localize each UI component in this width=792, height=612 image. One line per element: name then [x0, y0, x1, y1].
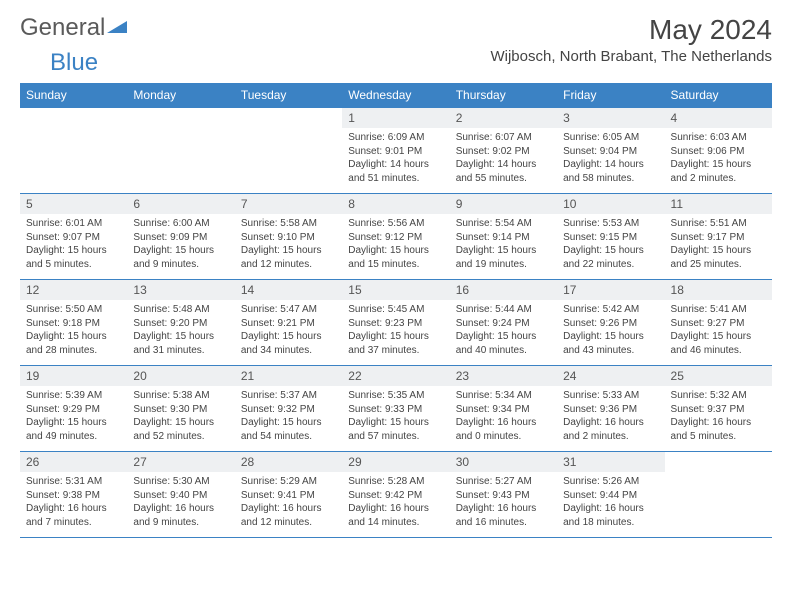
day-17-number: 17 [557, 280, 664, 301]
day-30-number: 30 [450, 452, 557, 473]
week-3-details: Sunrise: 5:39 AMSunset: 9:29 PMDaylight:… [20, 386, 772, 452]
day-6-details: Sunrise: 6:00 AMSunset: 9:09 PMDaylight:… [127, 214, 234, 280]
day-4-details: Sunrise: 6:03 AMSunset: 9:06 PMDaylight:… [665, 128, 772, 194]
day-25-details: Sunrise: 5:32 AMSunset: 9:37 PMDaylight:… [665, 386, 772, 452]
day-14-details: Sunrise: 5:47 AMSunset: 9:21 PMDaylight:… [235, 300, 342, 366]
day-7-number: 7 [235, 194, 342, 215]
empty-cell [127, 128, 234, 194]
empty-cell [665, 452, 772, 473]
day-11-details: Sunrise: 5:51 AMSunset: 9:17 PMDaylight:… [665, 214, 772, 280]
day-17-details: Sunrise: 5:42 AMSunset: 9:26 PMDaylight:… [557, 300, 664, 366]
logo-icon [107, 17, 129, 40]
day-7-details: Sunrise: 5:58 AMSunset: 9:10 PMDaylight:… [235, 214, 342, 280]
day-18-number: 18 [665, 280, 772, 301]
day-6-number: 6 [127, 194, 234, 215]
weekday-saturday: Saturday [665, 83, 772, 108]
day-2-details: Sunrise: 6:07 AMSunset: 9:02 PMDaylight:… [450, 128, 557, 194]
day-2-number: 2 [450, 108, 557, 129]
day-20-number: 20 [127, 366, 234, 387]
day-24-number: 24 [557, 366, 664, 387]
day-21-number: 21 [235, 366, 342, 387]
day-1-details: Sunrise: 6:09 AMSunset: 9:01 PMDaylight:… [342, 128, 449, 194]
weekday-wednesday: Wednesday [342, 83, 449, 108]
day-16-number: 16 [450, 280, 557, 301]
empty-cell [235, 108, 342, 129]
day-24-details: Sunrise: 5:33 AMSunset: 9:36 PMDaylight:… [557, 386, 664, 452]
day-23-details: Sunrise: 5:34 AMSunset: 9:34 PMDaylight:… [450, 386, 557, 452]
day-9-number: 9 [450, 194, 557, 215]
weekday-friday: Friday [557, 83, 664, 108]
calendar-table: SundayMondayTuesdayWednesdayThursdayFrid… [20, 83, 772, 538]
week-0-numbers: 1234 [20, 108, 772, 129]
day-13-details: Sunrise: 5:48 AMSunset: 9:20 PMDaylight:… [127, 300, 234, 366]
empty-cell [127, 108, 234, 129]
day-13-number: 13 [127, 280, 234, 301]
empty-cell [235, 128, 342, 194]
logo-text-general: General [20, 14, 105, 42]
empty-cell [665, 472, 772, 538]
empty-cell [20, 108, 127, 129]
day-11-number: 11 [665, 194, 772, 215]
day-26-number: 26 [20, 452, 127, 473]
day-21-details: Sunrise: 5:37 AMSunset: 9:32 PMDaylight:… [235, 386, 342, 452]
day-14-number: 14 [235, 280, 342, 301]
day-16-details: Sunrise: 5:44 AMSunset: 9:24 PMDaylight:… [450, 300, 557, 366]
day-12-details: Sunrise: 5:50 AMSunset: 9:18 PMDaylight:… [20, 300, 127, 366]
day-31-details: Sunrise: 5:26 AMSunset: 9:44 PMDaylight:… [557, 472, 664, 538]
empty-cell [20, 128, 127, 194]
day-27-details: Sunrise: 5:30 AMSunset: 9:40 PMDaylight:… [127, 472, 234, 538]
day-15-details: Sunrise: 5:45 AMSunset: 9:23 PMDaylight:… [342, 300, 449, 366]
day-27-number: 27 [127, 452, 234, 473]
day-18-details: Sunrise: 5:41 AMSunset: 9:27 PMDaylight:… [665, 300, 772, 366]
month-title: May 2024 [490, 14, 772, 46]
day-28-details: Sunrise: 5:29 AMSunset: 9:41 PMDaylight:… [235, 472, 342, 538]
day-28-number: 28 [235, 452, 342, 473]
day-23-number: 23 [450, 366, 557, 387]
week-4-details: Sunrise: 5:31 AMSunset: 9:38 PMDaylight:… [20, 472, 772, 538]
day-26-details: Sunrise: 5:31 AMSunset: 9:38 PMDaylight:… [20, 472, 127, 538]
day-12-number: 12 [20, 280, 127, 301]
day-4-number: 4 [665, 108, 772, 129]
logo: General [20, 14, 131, 42]
title-block: May 2024 Wijbosch, North Brabant, The Ne… [490, 14, 772, 65]
day-9-details: Sunrise: 5:54 AMSunset: 9:14 PMDaylight:… [450, 214, 557, 280]
week-1-numbers: 567891011 [20, 194, 772, 215]
day-30-details: Sunrise: 5:27 AMSunset: 9:43 PMDaylight:… [450, 472, 557, 538]
day-25-number: 25 [665, 366, 772, 387]
day-10-number: 10 [557, 194, 664, 215]
weekday-monday: Monday [127, 83, 234, 108]
week-2-details: Sunrise: 5:50 AMSunset: 9:18 PMDaylight:… [20, 300, 772, 366]
day-3-number: 3 [557, 108, 664, 129]
weekday-sunday: Sunday [20, 83, 127, 108]
day-8-details: Sunrise: 5:56 AMSunset: 9:12 PMDaylight:… [342, 214, 449, 280]
week-2-numbers: 12131415161718 [20, 280, 772, 301]
week-0-details: Sunrise: 6:09 AMSunset: 9:01 PMDaylight:… [20, 128, 772, 194]
day-1-number: 1 [342, 108, 449, 129]
weekday-thursday: Thursday [450, 83, 557, 108]
day-19-number: 19 [20, 366, 127, 387]
day-29-number: 29 [342, 452, 449, 473]
day-5-details: Sunrise: 6:01 AMSunset: 9:07 PMDaylight:… [20, 214, 127, 280]
weekday-tuesday: Tuesday [235, 83, 342, 108]
day-22-number: 22 [342, 366, 449, 387]
week-1-details: Sunrise: 6:01 AMSunset: 9:07 PMDaylight:… [20, 214, 772, 280]
day-31-number: 31 [557, 452, 664, 473]
day-20-details: Sunrise: 5:38 AMSunset: 9:30 PMDaylight:… [127, 386, 234, 452]
week-4-numbers: 262728293031 [20, 452, 772, 473]
day-29-details: Sunrise: 5:28 AMSunset: 9:42 PMDaylight:… [342, 472, 449, 538]
day-3-details: Sunrise: 6:05 AMSunset: 9:04 PMDaylight:… [557, 128, 664, 194]
location: Wijbosch, North Brabant, The Netherlands [490, 48, 772, 65]
week-3-numbers: 19202122232425 [20, 366, 772, 387]
weekday-header-row: SundayMondayTuesdayWednesdayThursdayFrid… [20, 83, 772, 108]
day-15-number: 15 [342, 280, 449, 301]
day-22-details: Sunrise: 5:35 AMSunset: 9:33 PMDaylight:… [342, 386, 449, 452]
day-19-details: Sunrise: 5:39 AMSunset: 9:29 PMDaylight:… [20, 386, 127, 452]
logo-text-blue: Blue [50, 49, 98, 76]
day-10-details: Sunrise: 5:53 AMSunset: 9:15 PMDaylight:… [557, 214, 664, 280]
day-8-number: 8 [342, 194, 449, 215]
day-5-number: 5 [20, 194, 127, 215]
